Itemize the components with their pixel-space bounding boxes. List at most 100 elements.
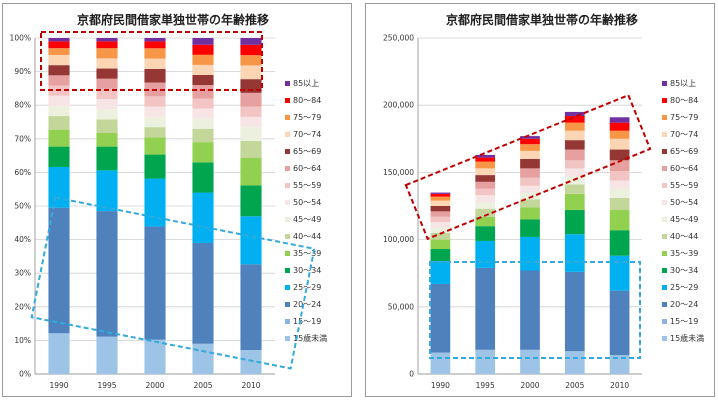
bar-segment <box>96 41 118 49</box>
bar-segment <box>430 227 451 233</box>
legend-label: 35～39 <box>670 249 698 258</box>
y-tick-label: 100,000 <box>383 235 414 244</box>
bar-segment <box>192 108 214 119</box>
bar-segment <box>564 130 585 141</box>
bar-segment <box>564 193 585 211</box>
bar-segment <box>475 240 496 268</box>
x-tick-label: 1990 <box>49 381 68 390</box>
legend-label: 70～74 <box>670 130 698 139</box>
bar-segment <box>192 142 214 163</box>
legend-swatch <box>285 166 290 171</box>
bar-segment <box>609 230 630 256</box>
legend-label: 80～84 <box>670 96 698 105</box>
bar-segment <box>430 216 451 223</box>
bar-segment <box>48 38 70 42</box>
bar-segment <box>192 242 214 344</box>
legend-swatch <box>662 149 667 154</box>
bar-segment <box>240 185 262 217</box>
bar-segment <box>430 232 451 240</box>
bar-segment <box>144 137 166 155</box>
bar-segment <box>430 193 451 197</box>
y-tick-label: 20% <box>14 302 31 311</box>
bar-segment <box>96 48 118 59</box>
bar-segment <box>564 271 585 352</box>
legend-swatch <box>662 81 667 86</box>
bar-segment <box>430 192 451 194</box>
bar-segment <box>564 140 585 150</box>
legend-swatch <box>285 217 290 222</box>
bar-segment <box>240 127 262 141</box>
bar-segment <box>475 226 496 241</box>
y-tick-label: 50,000 <box>388 302 414 311</box>
y-tick-label: 30% <box>14 269 31 278</box>
legend-label: 60～64 <box>293 164 321 173</box>
legend-label: 65～69 <box>293 147 321 156</box>
legend-label: 70～74 <box>293 130 321 139</box>
bar-segment <box>240 38 262 45</box>
legend-label: 80～84 <box>293 96 321 105</box>
bar-segment <box>48 105 70 117</box>
bar-segment <box>192 44 214 55</box>
legend-swatch <box>285 234 290 239</box>
legend-label: 50～54 <box>293 198 321 207</box>
y-tick-label: 80% <box>14 101 31 110</box>
bar-segment <box>520 236 540 271</box>
bar-segment <box>48 75 70 86</box>
bar-segment <box>240 44 262 56</box>
legend-swatch <box>285 302 290 307</box>
bar-segment <box>430 222 451 228</box>
bar-segment <box>475 267 496 350</box>
bar-segment <box>520 219 540 237</box>
bar-segment <box>144 68 166 83</box>
legend-label: 45～49 <box>293 215 321 224</box>
legend-label: 25～29 <box>670 283 698 292</box>
legend-swatch <box>285 251 290 256</box>
bar-segment <box>475 349 496 374</box>
legend-swatch <box>285 319 290 324</box>
bar-segment <box>564 168 585 177</box>
bar-segment <box>192 98 214 109</box>
chart-panel-percent: 京都府民間借家単独世帯の年齢推移 0% 10% 20% 30% 40% 50% 60% 70%… <box>2 3 352 397</box>
bar-segment <box>48 65 70 76</box>
highlight-box-blue <box>429 261 641 359</box>
legend-swatch <box>285 115 290 120</box>
legend-label: 25～29 <box>293 283 321 292</box>
bar-segment <box>564 234 585 272</box>
bar-segment <box>430 239 451 250</box>
bar-segment <box>609 290 630 356</box>
bar-segment <box>144 96 166 107</box>
bar-segment <box>144 38 166 42</box>
bar-segment <box>96 78 118 89</box>
bar-segment <box>520 136 540 139</box>
chart-title: 京都府民間借家単独世帯の年齢推移 <box>446 12 638 27</box>
bar-segment <box>240 158 262 186</box>
x-tick-label: 1995 <box>97 381 116 390</box>
x-tick-label: 2005 <box>193 381 212 390</box>
legend-swatch <box>285 268 290 273</box>
bar-segment <box>48 48 70 55</box>
absolute-stacked-bar-chart: 京都府民間借家単独世帯の年齢推移 0 50,000 100,000 150,000 20… <box>383 12 704 390</box>
bar-segment <box>96 170 118 212</box>
bar-segment <box>192 64 214 75</box>
bar-segment <box>48 116 70 130</box>
bar-segment <box>475 181 496 189</box>
bar-segment <box>48 41 70 49</box>
chart-title: 京都府民間借家単独世帯の年齢推移 <box>77 12 269 27</box>
legend-swatch <box>662 132 667 137</box>
bar-segment <box>520 270 540 350</box>
bar-segment <box>564 160 585 169</box>
legend-label: 15歳未満 <box>293 333 327 343</box>
bar-segment <box>192 54 214 65</box>
x-tick-label: 2010 <box>241 381 260 390</box>
legend-label: 85以上 <box>293 79 319 88</box>
bar-segment <box>96 109 118 120</box>
legend-label: 40～44 <box>670 232 698 241</box>
legend-swatch <box>662 115 667 120</box>
bar-segment <box>240 106 262 117</box>
y-tick-label: 40% <box>14 235 31 244</box>
legend-label: 85以上 <box>670 79 696 88</box>
bar-segment <box>192 128 214 143</box>
y-tick-label: 60% <box>14 168 31 177</box>
bar-segment <box>564 176 585 185</box>
bar-segment <box>144 178 166 227</box>
